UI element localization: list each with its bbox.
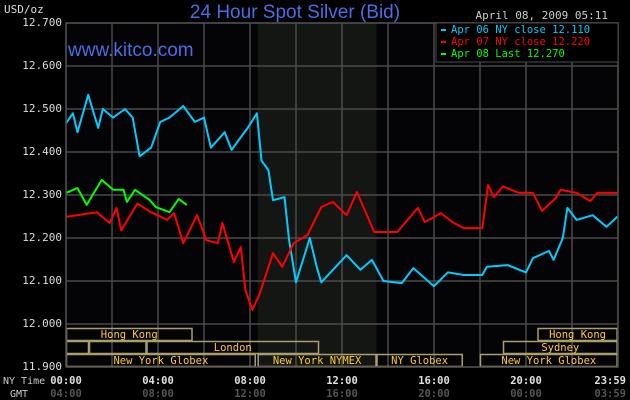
session-label: Sydney bbox=[541, 342, 579, 354]
legend-entry: Apr 08 Last 12.270 bbox=[451, 48, 565, 60]
x-tick-label-gmt: 20:00 bbox=[418, 388, 450, 400]
x-tick-label-ny: 12:00 bbox=[326, 375, 358, 387]
x-tick-label-ny: 20:00 bbox=[510, 375, 542, 387]
session-box bbox=[537, 327, 618, 342]
x-tick-label-gmt: 04:00 bbox=[50, 388, 82, 400]
x-tick-label-gmt: 08:00 bbox=[142, 388, 174, 400]
plot-border bbox=[65, 22, 619, 368]
x-tick-label-ny: 16:00 bbox=[418, 375, 450, 387]
x-tick-label-ny: 08:00 bbox=[234, 375, 266, 387]
session-box bbox=[502, 340, 618, 355]
price-line bbox=[65, 178, 188, 214]
timestamp: April 08, 2009 05:11 bbox=[476, 9, 608, 22]
x-tick-label-gmt: 00:00 bbox=[510, 388, 542, 400]
y-tick-label: 12.500 bbox=[22, 102, 62, 115]
session-label: New York Globex bbox=[113, 355, 208, 367]
ny-time-label: NY Time bbox=[3, 376, 45, 387]
y-tick-label: 11.900 bbox=[22, 360, 62, 373]
plot-area: 12.700 12.600 12.500 12.400 12.300 12.200 12.1… bbox=[22, 16, 619, 373]
x-tick-label-ny: 04:00 bbox=[142, 375, 174, 387]
legend-box bbox=[435, 22, 619, 63]
x-tick-label-gmt: 12:00 bbox=[234, 388, 266, 400]
session-label: Hong Kong bbox=[101, 329, 158, 341]
x-tick-label-gmt: 16:00 bbox=[326, 388, 358, 400]
y-tick-label: 12.400 bbox=[22, 145, 62, 158]
price-line bbox=[65, 184, 618, 311]
session-box bbox=[88, 340, 147, 355]
session-label: London bbox=[214, 342, 252, 354]
session-box bbox=[146, 340, 320, 355]
y-tick-label: 12.000 bbox=[22, 317, 62, 330]
x-tick-label-gmt: 03:59 bbox=[594, 388, 626, 400]
session-label: New York NYMEX bbox=[273, 355, 362, 367]
y-tick-label: 12.300 bbox=[22, 188, 62, 201]
y-axis-unit-label: USD/oz bbox=[4, 3, 44, 16]
chart-title: 24 Hour Spot Silver (Bid) bbox=[190, 2, 400, 23]
x-tick-label-ny: 23:59 bbox=[594, 375, 626, 387]
gmt-label: GMT bbox=[10, 389, 28, 400]
y-tick-label: 12.200 bbox=[22, 231, 62, 244]
session-label: NY Globex bbox=[391, 355, 448, 367]
legend-entry: Apr 06 NY close 12.110 bbox=[451, 24, 590, 36]
session-label: Hong Kong bbox=[549, 329, 606, 341]
y-tick-label: 12.600 bbox=[22, 59, 62, 72]
price-line bbox=[65, 93, 619, 288]
x-tick-label-ny: 00:00 bbox=[50, 375, 82, 387]
y-tick-label: 12.100 bbox=[22, 274, 62, 287]
session-label: New York Globex bbox=[501, 355, 596, 367]
y-tick-label: 12.700 bbox=[22, 16, 62, 29]
legend-entry: Apr 07 NY close 12.220 bbox=[451, 36, 590, 48]
watermark: www.kitco.com bbox=[67, 40, 194, 61]
